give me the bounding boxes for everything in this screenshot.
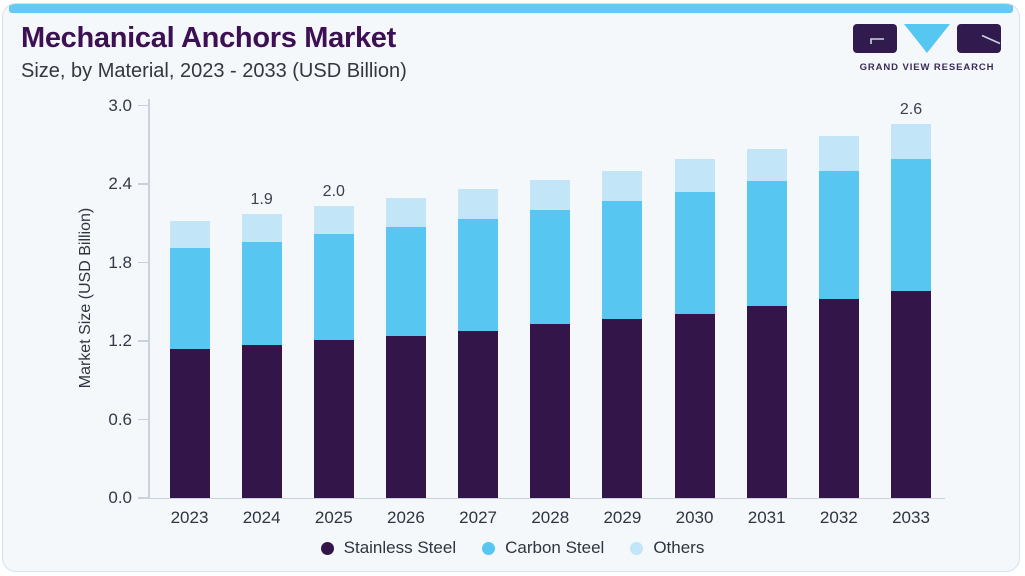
y-tick-mark bbox=[138, 340, 149, 342]
x-axis-baseline bbox=[138, 497, 945, 499]
y-tick-mark bbox=[138, 418, 149, 421]
top-accent-bar bbox=[9, 4, 1013, 13]
bar-2031-carbon-steel bbox=[746, 181, 787, 306]
bar-2026-carbon-steel bbox=[385, 227, 426, 336]
bar-2031-stainless-steel bbox=[746, 305, 787, 498]
legend-dot-icon bbox=[630, 541, 644, 555]
y-tick-label: 3.0 bbox=[108, 95, 132, 115]
legend-dot-icon bbox=[482, 541, 496, 555]
legend-dot-icon bbox=[320, 541, 334, 555]
bar-2030-stainless-steel bbox=[674, 313, 715, 498]
bar-2023-others bbox=[169, 220, 210, 249]
bar-2023-stainless-steel bbox=[169, 348, 210, 498]
bar-2026-stainless-steel bbox=[385, 335, 426, 498]
legend-label: Stainless Steel bbox=[343, 538, 457, 557]
gvr-logo-icon bbox=[853, 24, 1001, 53]
x-tick-label: 2029 bbox=[603, 508, 642, 527]
legend-label: Others bbox=[653, 538, 705, 557]
brand-logo: GRAND VIEW RESEARCH bbox=[853, 24, 1001, 73]
bar-2027-others bbox=[458, 189, 499, 220]
x-tick-label: 2027 bbox=[459, 508, 497, 527]
x-tick-label: 2026 bbox=[387, 508, 425, 527]
bar-2032-others bbox=[818, 135, 859, 171]
y-tick-mark bbox=[138, 183, 149, 185]
bar-2030-others bbox=[674, 159, 715, 192]
bar-2024-others bbox=[241, 214, 282, 242]
y-axis-title: Market Size (USD Billion) bbox=[77, 207, 94, 389]
bar-2030-carbon-steel bbox=[674, 191, 715, 314]
y-tick-mark bbox=[138, 261, 149, 264]
chart-header: Mechanical Anchors Market Size, by Mater… bbox=[21, 22, 407, 83]
bar-2025-others bbox=[313, 206, 354, 234]
bar-value-label: 2.0 bbox=[322, 183, 345, 201]
x-tick-label: 2023 bbox=[170, 508, 209, 527]
x-tick-label: 2033 bbox=[892, 508, 930, 527]
bar-2028-others bbox=[530, 180, 571, 211]
bar-2024-stainless-steel bbox=[241, 344, 282, 498]
legend-item-stainless-steel: Stainless Steel bbox=[320, 538, 457, 558]
page-title: Mechanical Anchors Market bbox=[21, 22, 396, 54]
y-tick-label: 0.0 bbox=[108, 488, 132, 507]
bar-2028-carbon-steel bbox=[530, 210, 571, 325]
x-tick-label: 2032 bbox=[819, 508, 858, 527]
bar-2033-stainless-steel bbox=[891, 291, 931, 498]
x-tick-label: 2028 bbox=[531, 508, 570, 527]
bar-2033-others bbox=[891, 123, 931, 160]
bar-value-label: 2.6 bbox=[899, 100, 923, 118]
bar-2025-carbon-steel bbox=[313, 233, 354, 340]
y-tick-label: 1.2 bbox=[108, 331, 132, 351]
bar-2033-carbon-steel bbox=[891, 159, 931, 292]
bar-2029-others bbox=[602, 171, 643, 202]
y-tick-mark bbox=[138, 104, 149, 107]
chart-legend: Stainless Steel Carbon Steel Others bbox=[0, 538, 1025, 558]
brand-logo-text: GRAND VIEW RESEARCH bbox=[859, 62, 995, 73]
bar-2029-stainless-steel bbox=[602, 318, 643, 498]
y-tick-label: 1.8 bbox=[108, 252, 132, 272]
bar-2023-carbon-steel bbox=[169, 248, 210, 349]
y-tick-label: 0.6 bbox=[108, 409, 132, 429]
bar-2032-carbon-steel bbox=[818, 171, 859, 300]
legend-item-others: Others bbox=[630, 538, 704, 558]
y-tick-label: 2.4 bbox=[108, 174, 132, 194]
bar-2026-others bbox=[385, 198, 426, 228]
bar-2027-stainless-steel bbox=[458, 330, 499, 498]
y-tick-mark bbox=[138, 497, 149, 499]
bar-2025-stainless-steel bbox=[313, 339, 354, 498]
x-tick-label: 2031 bbox=[747, 508, 786, 527]
bar-2027-carbon-steel bbox=[458, 219, 499, 331]
bar-2032-stainless-steel bbox=[818, 299, 859, 498]
legend-label: Carbon Steel bbox=[505, 538, 605, 557]
x-tick-label: 2025 bbox=[314, 508, 353, 527]
bar-value-label: 1.9 bbox=[250, 191, 273, 209]
bar-2028-stainless-steel bbox=[530, 324, 571, 498]
page-subtitle: Size, by Material, 2023 - 2033 (USD Bill… bbox=[21, 60, 407, 82]
bar-2031-others bbox=[746, 148, 787, 182]
x-tick-label: 2024 bbox=[242, 508, 281, 527]
bar-2029-carbon-steel bbox=[602, 201, 643, 319]
y-axis-line bbox=[148, 99, 150, 498]
legend-item-carbon-steel: Carbon Steel bbox=[482, 538, 604, 558]
x-tick-label: 2030 bbox=[675, 508, 714, 527]
bar-2024-carbon-steel bbox=[241, 241, 282, 345]
